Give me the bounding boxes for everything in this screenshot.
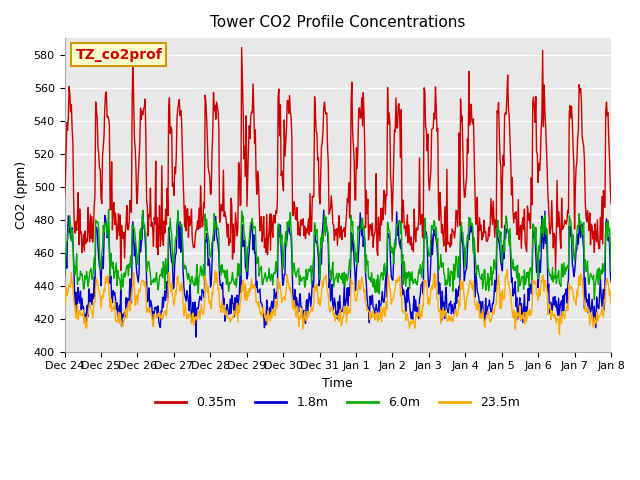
Text: TZ_co2prof: TZ_co2prof (76, 48, 162, 61)
Legend: 0.35m, 1.8m, 6.0m, 23.5m: 0.35m, 1.8m, 6.0m, 23.5m (150, 391, 525, 414)
X-axis label: Time: Time (323, 377, 353, 390)
Y-axis label: CO2 (ppm): CO2 (ppm) (15, 161, 28, 229)
Title: Tower CO2 Profile Concentrations: Tower CO2 Profile Concentrations (210, 15, 465, 30)
